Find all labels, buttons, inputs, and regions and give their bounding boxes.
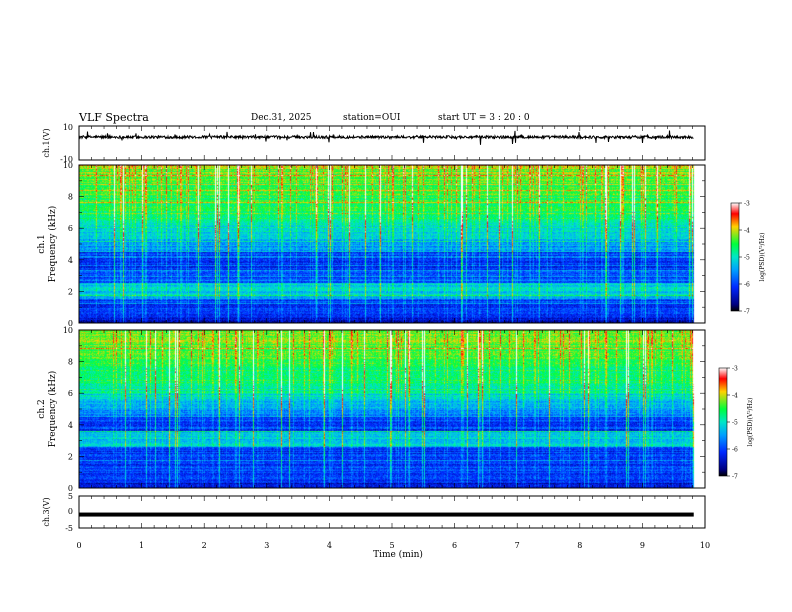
ch1-spectrogram-panel: 0 2 4 6 8 10 ch.1 Frequency (kHz) -7 -6 -5 -4 -3 … (37, 161, 766, 328)
ch1-waveform-frame (78, 125, 706, 161)
ch1-colorbar: -7 -6 -5 -4 -3 log(PSD)(V²/Hz) (730, 201, 766, 316)
ch1-ytick-bottom: -10 (60, 155, 73, 164)
ch2-spectrogram-panel: 0 2 4 6 8 10 ch.2 Frequency (kHz) -7 -6 -5 -4 -3 … (37, 326, 754, 493)
colorbar-tick-label: -7 (732, 474, 738, 481)
ch2-colorbar: -7 -6 -5 -4 -3 log(PSD)(V²/Hz) (718, 366, 754, 481)
ch1-ytick-top: 10 (63, 123, 73, 132)
ch3-ytick-top: 5 (68, 492, 73, 501)
ch1-colorbar-label: log(PSD)(V²/Hz) (759, 233, 766, 282)
colorbar-tick-label: -3 (732, 366, 738, 373)
time-tick-label: 9 (640, 541, 645, 550)
time-tick-label: 8 (577, 541, 582, 550)
frequency-tick-label: 8 (68, 193, 73, 202)
frequency-tick-label: 4 (68, 256, 73, 265)
frequency-tick-label: 2 (68, 452, 73, 461)
ch1-waveform-panel: 10 -10 ch.1(V) (42, 123, 706, 164)
time-tick-label: 2 (202, 541, 207, 550)
frequency-tick-label: 6 (68, 389, 73, 398)
ch1-frequency-tick-labels: 0 2 4 6 8 10 (63, 161, 73, 328)
ch1-waveform-trace (78, 130, 694, 145)
ch1-colorbar-scale (730, 202, 740, 312)
time-tick-label: 1 (139, 541, 144, 550)
frequency-tick-label: 0 (68, 484, 73, 493)
ch2-spectrogram-image (79, 330, 705, 488)
ch3-ytick-bottom: -5 (65, 524, 73, 533)
colorbar-tick-label: -5 (732, 420, 738, 427)
colorbar-tick-label: -6 (744, 282, 750, 289)
ch1-waveform-ylabel: ch.1(V) (42, 128, 51, 157)
colorbar-tick-label: -4 (732, 393, 738, 400)
ch2-colorbar-label: log(PSD)(V²/Hz) (747, 398, 754, 447)
ch3-waveform-ticks (78, 496, 706, 528)
frequency-tick-label: 6 (68, 224, 73, 233)
frequency-tick-label: 10 (63, 161, 73, 170)
date-label: Dec.31, 2025 (251, 113, 312, 123)
frequency-tick-label: 10 (63, 326, 73, 335)
plot-title: VLF Spectra (79, 111, 149, 124)
ch3-waveform-trace (79, 512, 694, 517)
colorbar-tick-label: -3 (744, 201, 750, 208)
ch2-spectrogram-ticks (78, 329, 706, 489)
colorbar-tick-label: -5 (744, 255, 750, 262)
frequency-tick-label: 2 (68, 287, 73, 296)
time-axis-tick-labels: 0 1 2 3 4 5 6 7 8 9 10 (76, 541, 710, 550)
time-tick-label: 10 (700, 541, 710, 550)
frequency-tick-label: 0 (68, 319, 73, 328)
colorbar-tick-label: -4 (744, 228, 750, 235)
time-tick-label: 0 (76, 541, 81, 550)
time-tick-label: 7 (515, 541, 520, 550)
ch2-frequency-axis-label: Frequency (kHz) (47, 371, 58, 448)
time-tick-label: 4 (327, 541, 332, 550)
ch1-frequency-axis-label: Frequency (kHz) (47, 206, 58, 283)
ch2-frequency-tick-labels: 0 2 4 6 8 10 (63, 326, 73, 493)
ch1-waveform-ticks (78, 126, 706, 160)
colorbar-tick-label: -7 (744, 309, 750, 316)
ch2-channel-label: ch.2 (37, 399, 47, 418)
ch1-channel-label: ch.1 (37, 234, 47, 253)
start-time-label: start UT = 3 : 20 : 0 (438, 113, 530, 123)
frequency-tick-label: 4 (68, 421, 73, 430)
time-tick-label: 3 (264, 541, 269, 550)
ch2-colorbar-scale (718, 367, 728, 477)
time-tick-label: 5 (389, 541, 394, 550)
ch1-spectrogram-image (79, 165, 705, 323)
ch3-waveform-ylabel: ch.3(V) (42, 497, 51, 526)
ch3-waveform-frame (78, 495, 706, 529)
colorbar-tick-label: -6 (732, 447, 738, 454)
time-axis-label: Time (min) (373, 549, 423, 560)
ch3-waveform-panel: 5 0 -5 ch.3(V) (42, 492, 706, 533)
ch3-ytick-mid: 0 (68, 507, 73, 516)
station-label: station=OUI (343, 113, 401, 123)
time-tick-label: 6 (452, 541, 457, 550)
ch1-spectrogram-ticks (78, 164, 706, 324)
frequency-tick-label: 8 (68, 358, 73, 367)
